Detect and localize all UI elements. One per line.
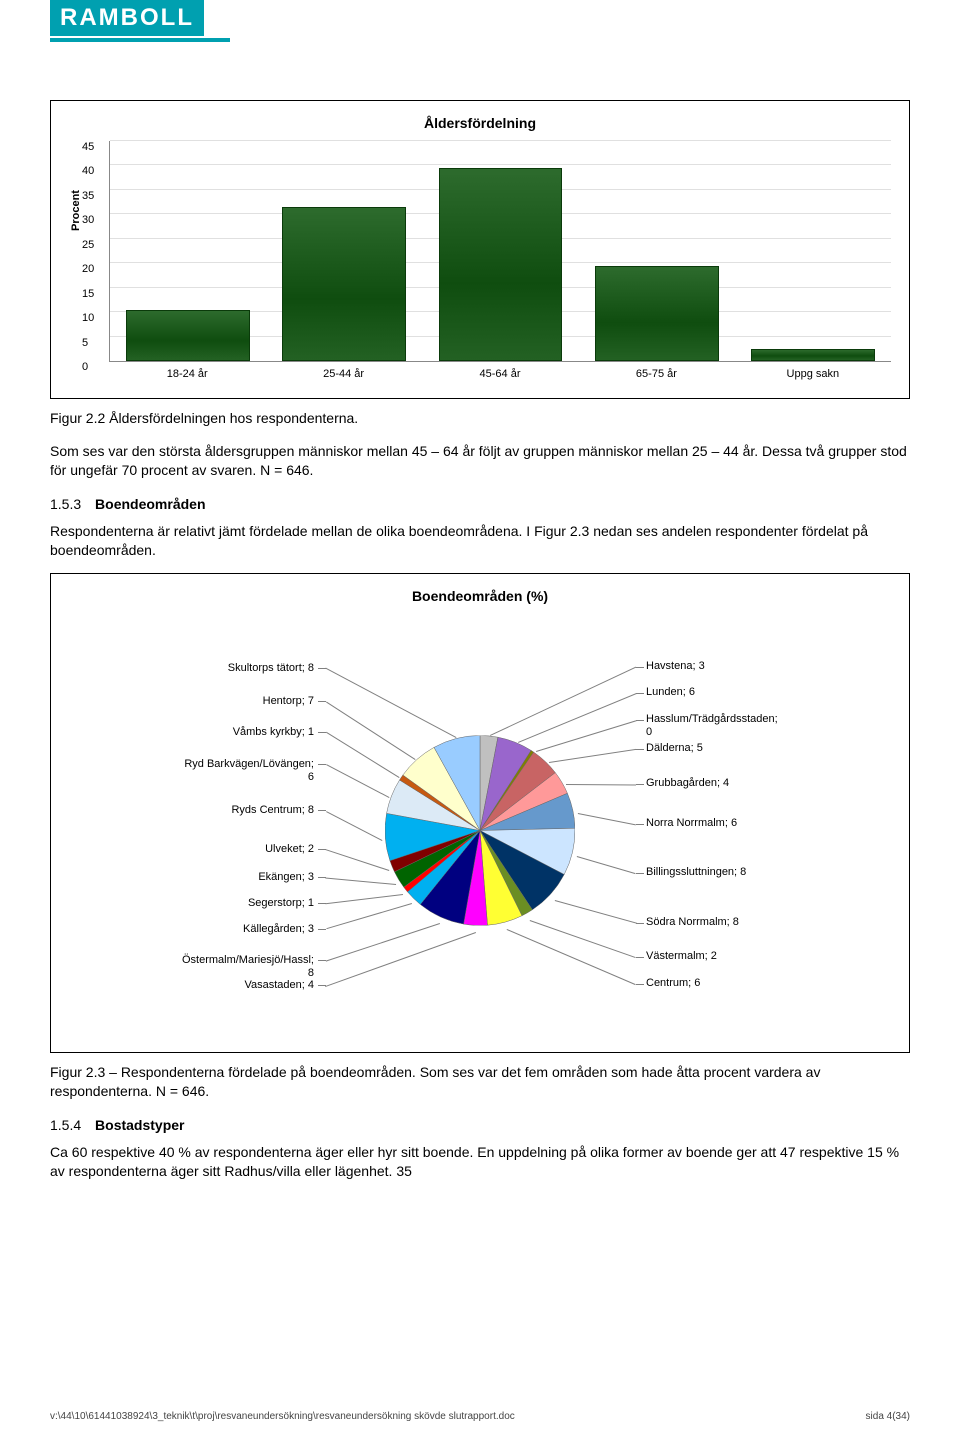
bar-chart-xlabel: 65-75 år (578, 368, 734, 380)
bar-chart-ylabel: Procent (70, 190, 82, 231)
section-1-5-4-num: 1.5.4 (50, 1117, 81, 1133)
section-1-5-4-title: Bostadstyper (95, 1117, 184, 1133)
pie-slice-label: Havstena; 3 (646, 660, 705, 673)
bar-chart-xlabel: 25-44 år (265, 368, 421, 380)
pie-slice-label: Dälderna; 5 (646, 742, 703, 755)
bar-chart-xlabel: 45-64 år (422, 368, 578, 380)
bar-chart-ytick: 40 (82, 165, 94, 177)
figure-2-2-caption: Figur 2.2 Åldersfördelningen hos respond… (50, 409, 910, 428)
paragraph-3: Ca 60 respektive 40 % av respondenterna … (50, 1143, 910, 1181)
bar-chart-ytick: 15 (82, 288, 94, 300)
footer-path: v:\44\10\61441038924\3_teknik\t\proj\res… (50, 1411, 515, 1422)
section-1-5-4-head: 1.5.4 Bostadstyper (50, 1117, 910, 1133)
bar-chart-ytick: 45 (82, 141, 94, 153)
bar-chart-xlabel: Uppg sakn (735, 368, 891, 380)
pie-chart-frame: Boendeområden (%) Havstena; 3 Lunden; 6 Ha… (50, 573, 910, 1053)
bar-chart-title: Åldersfördelning (69, 115, 891, 131)
bar (439, 168, 563, 361)
bar-chart-ytick: 0 (82, 361, 88, 373)
pie-slice-label: Hasslum/Trädgårdsstaden;0 (646, 713, 778, 738)
pie-slice-label: Ryds Centrum; 8 (231, 804, 314, 817)
pie-slice-label: Våmbs kyrkby; 1 (233, 726, 314, 739)
paragraph-2: Respondenterna är relativt jämt fördelad… (50, 522, 910, 560)
bar-chart-frame: Åldersfördelning Procent 051015202530354… (50, 100, 910, 399)
section-1-5-3-title: Boendeområden (95, 496, 205, 512)
section-1-5-3-head: 1.5.3 Boendeområden (50, 496, 910, 512)
bar (282, 207, 406, 361)
bar-chart-ytick: 30 (82, 214, 94, 226)
bar-chart-plot: Procent 051015202530354045 (109, 141, 891, 362)
logo: RAMBOLL (50, 0, 250, 50)
pie-slice-label: Västermalm; 2 (646, 950, 717, 963)
bar-chart-ytick: 25 (82, 239, 94, 251)
pie-slice-label: Södra Norrmalm; 8 (646, 916, 739, 929)
bar (595, 266, 719, 361)
pie-chart-title: Boendeområden (%) (69, 588, 891, 604)
bar-chart-ytick: 35 (82, 190, 94, 202)
bar-chart-xlabel: 18-24 år (109, 368, 265, 380)
logo-text: RAMBOLL (50, 0, 204, 36)
footer-page: sida 4(34) (866, 1411, 910, 1422)
bar-chart-ytick: 5 (82, 337, 88, 349)
logo-underline (50, 38, 230, 42)
bar (751, 349, 875, 361)
bar (126, 310, 250, 361)
pie-slice-label: Norra Norrmalm; 6 (646, 817, 737, 830)
pie-slice-label: Ulveket; 2 (265, 843, 314, 856)
pie-chart-plot (385, 735, 575, 930)
paragraph-1: Som ses var den största åldersgruppen mä… (50, 442, 910, 480)
bar-chart-xlabels: 18-24 år25-44 år45-64 år65-75 årUppg sak… (109, 368, 891, 380)
pie-slice-label: Skultorps tätort; 8 (228, 662, 314, 675)
pie-slice-label: Billingssluttningen; 8 (646, 866, 746, 879)
pie-slice-label: Centrum; 6 (646, 977, 700, 990)
pie-slice-label: Segerstorp; 1 (248, 897, 314, 910)
bar-chart-ytick: 20 (82, 263, 94, 275)
pie-slice-label: Hentorp; 7 (263, 695, 314, 708)
pie-slice-label: Källegården; 3 (243, 923, 314, 936)
pie-slice-label: Lunden; 6 (646, 686, 695, 699)
pie-slice-label: Ekängen; 3 (258, 871, 314, 884)
pie-slice-label: Ryd Barkvägen/Lövängen;6 (184, 758, 314, 783)
page-footer: v:\44\10\61441038924\3_teknik\t\proj\res… (50, 1411, 910, 1422)
figure-2-3-caption: Figur 2.3 – Respondenterna fördelade på … (50, 1063, 910, 1101)
pie-slice-label: Vasastaden; 4 (244, 979, 314, 992)
bar-chart-ytick: 10 (82, 312, 94, 324)
pie-slice-label: Grubbagården; 4 (646, 777, 729, 790)
section-1-5-3-num: 1.5.3 (50, 496, 81, 512)
pie-slice-label: Östermalm/Mariesjö/Hassl;8 (182, 954, 314, 979)
